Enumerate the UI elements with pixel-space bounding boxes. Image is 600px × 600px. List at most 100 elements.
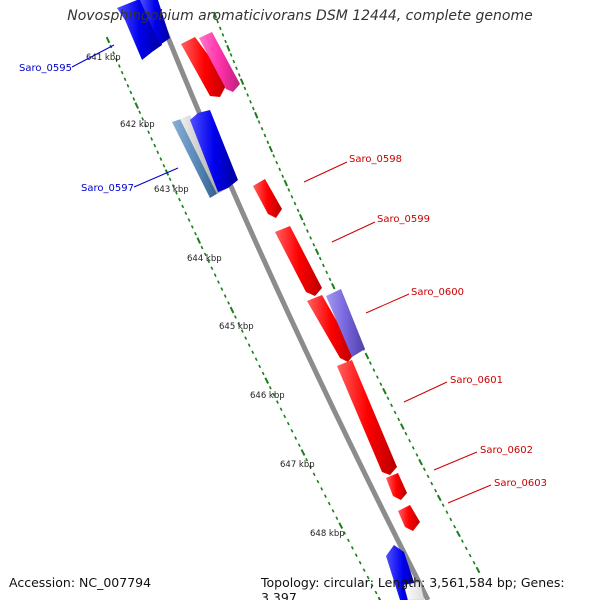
minor-tick (375, 375, 379, 379)
minor-tick (362, 568, 366, 572)
minor-tick (343, 531, 347, 535)
minor-tick (322, 263, 325, 268)
leader-line-saro-0599 (331, 221, 376, 243)
leader-line-saro-0603 (447, 484, 492, 504)
gene-block (275, 226, 322, 296)
minor-tick (232, 59, 236, 64)
minor-tick (372, 368, 376, 372)
kbp-labels: 641 kbp 642 kbp 643 kbp 644 kbp 645 kbp … (86, 53, 345, 539)
minor-tick (129, 90, 133, 95)
gene-saro-0601[interactable] (337, 360, 397, 475)
gene-saro-0600[interactable] (307, 289, 365, 362)
gene-label-saro-0602[interactable]: Saro_0602 (480, 445, 533, 456)
minor-tick (178, 197, 181, 202)
minor-tick (168, 177, 172, 182)
gene-label-saro-0595[interactable]: Saro_0595 (19, 63, 72, 74)
minor-tick (460, 539, 464, 543)
major-tick (268, 145, 274, 153)
minor-tick (312, 472, 316, 477)
gene-label-saro-0603[interactable]: Saro_0603 (494, 478, 547, 489)
major-tick (300, 449, 306, 456)
minor-tick (468, 553, 472, 558)
minor-tick (472, 560, 476, 565)
gene-block (326, 289, 365, 357)
gene-block (398, 505, 420, 531)
kbp-tick-label: 642 kbp (120, 120, 155, 130)
minor-tick (327, 501, 331, 506)
minor-tick (181, 204, 185, 209)
minor-tick (162, 163, 166, 168)
minor-tick (350, 546, 354, 550)
minor-tick (251, 350, 255, 355)
minor-tick (147, 130, 151, 135)
accession-text: Accession: NC_007794 (9, 575, 152, 590)
gene-label-saro-0601[interactable]: Saro_0601 (450, 375, 503, 386)
minor-tick (328, 277, 332, 282)
kbp-tick-label: 645 kbp (219, 322, 254, 332)
major-tick (338, 522, 344, 529)
gene-saro-0599[interactable] (275, 226, 322, 296)
gene-label-saro-0599[interactable]: Saro_0599 (377, 214, 430, 225)
minor-tick (397, 417, 401, 422)
leader-line-saro-0597 (133, 167, 179, 188)
minor-tick (194, 231, 197, 236)
minor-tick (187, 218, 191, 222)
major-tick (364, 352, 370, 360)
gene-label-saro-0598[interactable]: Saro_0598 (349, 154, 402, 165)
minor-tick (210, 266, 214, 271)
leader-line-saro-0598 (303, 161, 348, 183)
minor-tick (150, 137, 154, 141)
minor-tick (257, 120, 261, 124)
leader-line-saro-0601 (403, 381, 448, 403)
major-tick (105, 36, 111, 44)
leader-line-saro-0602 (433, 451, 478, 471)
gene-label-saro-0597[interactable]: Saro_0597 (81, 183, 134, 194)
minor-tick (415, 453, 419, 457)
gene-saro-0598[interactable] (253, 179, 282, 218)
gene-block (181, 37, 228, 97)
gene-saro-0597[interactable] (190, 110, 238, 192)
minor-tick (227, 301, 231, 305)
minor-tick (312, 242, 316, 247)
gene-saro-0602[interactable] (386, 473, 407, 500)
gene-saro-0595[interactable] (117, 0, 170, 60)
gene-bottom-minus[interactable] (386, 545, 425, 600)
minor-tick (258, 364, 262, 369)
kbp-tick-label: 646 kbp (250, 391, 285, 401)
minor-tick (261, 371, 265, 376)
major-tick (196, 237, 202, 244)
minor-tick (120, 70, 124, 75)
minor-tick (297, 443, 301, 448)
minor-tick (141, 117, 145, 121)
gene-saro-0598-block[interactable] (181, 32, 240, 97)
minor-tick (411, 446, 415, 450)
leader-line-saro-0600 (365, 293, 410, 314)
minor-tick (144, 123, 148, 128)
minor-tick (325, 270, 329, 275)
gene-saro-0603[interactable] (398, 505, 420, 531)
minor-tick (331, 509, 335, 513)
minor-tick (281, 174, 285, 179)
minor-tick (445, 510, 449, 515)
minor-tick (237, 73, 241, 77)
kbp-tick-track-inner (105, 36, 382, 600)
gene-block (190, 110, 238, 192)
major-tick (239, 78, 245, 85)
gene-block (140, 0, 170, 45)
gene-labels: Saro_0595 Saro_0597 Saro_0598 Saro_0599 … (19, 63, 547, 489)
minor-tick (246, 93, 250, 97)
gene-label-saro-0600[interactable]: Saro_0600 (411, 287, 464, 298)
minor-tick (283, 414, 287, 419)
minor-tick (200, 245, 204, 250)
major-tick (283, 179, 289, 187)
major-tick (264, 377, 270, 384)
major-tick (212, 11, 218, 19)
minor-tick (115, 57, 118, 62)
gene-block (386, 473, 407, 500)
major-tick (254, 111, 259, 119)
minor-tick (260, 126, 264, 131)
minor-tick (156, 150, 160, 155)
major-tick (229, 306, 235, 314)
